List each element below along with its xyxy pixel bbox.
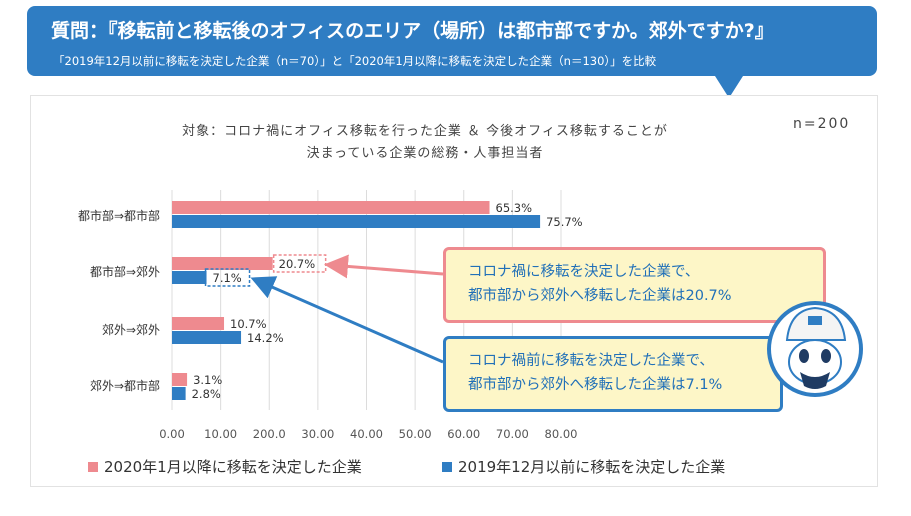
legend-swatch bbox=[442, 461, 452, 472]
data-label: 14.2% bbox=[247, 331, 284, 345]
callout-line: コロナ禍前に移転を決定した企業で、 bbox=[468, 353, 714, 369]
bar bbox=[172, 215, 541, 228]
callout-line: コロナ禍に移転を決定した企業で、 bbox=[468, 264, 700, 280]
legend-label: 2019年12月以前に移転を決定した企業 bbox=[458, 458, 726, 476]
data-label: 3.1% bbox=[193, 373, 222, 387]
category-label: 郊外⇒都市部 bbox=[89, 379, 160, 393]
callout-line: 都市部から郊外へ移転した企業は7.1% bbox=[468, 377, 723, 393]
highlight-box bbox=[204, 268, 251, 287]
data-label: 10.7% bbox=[230, 317, 267, 331]
x-tick-label: 80.00 bbox=[545, 427, 578, 441]
question-subtitle: 「2019年12月以前に移転を決定した企業（n＝70）」と「2020年1月以降に… bbox=[53, 54, 657, 68]
callout-line: 都市部から郊外へ移転した企業は20.7% bbox=[468, 288, 732, 304]
category-label: 都市部⇒都市部 bbox=[77, 209, 160, 223]
x-tick-label: 200.0 bbox=[253, 427, 286, 441]
question-title: 質問：『移転前と移転後のオフィスのエリア（場所）は都市部ですか。郊外ですか?』 bbox=[51, 20, 774, 42]
category-label: 都市部⇒郊外 bbox=[89, 265, 160, 279]
arrow-pink bbox=[324, 254, 444, 279]
bar bbox=[172, 387, 186, 400]
question-banner: 質問：『移転前と移転後のオフィスのエリア（場所）は都市部ですか。郊外ですか?』 … bbox=[27, 6, 877, 76]
x-tick-label: 70.00 bbox=[496, 427, 529, 441]
bar bbox=[172, 331, 242, 344]
legend-swatch bbox=[88, 461, 98, 472]
mascot-icon bbox=[767, 301, 863, 397]
x-tick-label: 30.00 bbox=[301, 427, 334, 441]
sample-size-label: n=200 bbox=[793, 116, 851, 132]
data-label: 65.3% bbox=[496, 201, 533, 215]
data-label: 75.7% bbox=[546, 215, 583, 229]
bar bbox=[172, 373, 188, 386]
x-tick-label: 60.00 bbox=[447, 427, 480, 441]
chart-title-line-2: 決まっている企業の総務・人事担当者 bbox=[306, 146, 544, 161]
bar bbox=[172, 317, 225, 330]
data-label: 2.8% bbox=[192, 387, 221, 401]
chart-title-line-1: 対象：コロナ禍にオフィス移転を行った企業 ＆ 今後オフィス移転することが bbox=[182, 124, 668, 139]
data-label: 20.7% bbox=[279, 257, 316, 271]
bar bbox=[172, 271, 207, 284]
x-tick-label: 50.00 bbox=[399, 427, 432, 441]
chart-title: 対象：コロナ禍にオフィス移転を行った企業 ＆ 今後オフィス移転することが 決まっ… bbox=[120, 121, 730, 165]
legend-item-2019: 2019年12月以前に移転を決定した企業 bbox=[442, 456, 725, 477]
bar bbox=[172, 201, 490, 214]
x-tick-label: 0.00 bbox=[159, 427, 185, 441]
legend-item-2020: 2020年1月以降に移転を決定した企業 bbox=[88, 456, 362, 477]
x-tick-label: 40.00 bbox=[350, 427, 383, 441]
callout-2020: コロナ禍に移転を決定した企業で、 都市部から郊外へ移転した企業は20.7% bbox=[443, 247, 826, 323]
callout-2019: コロナ禍前に移転を決定した企業で、 都市部から郊外へ移転した企業は7.1% bbox=[443, 336, 783, 412]
bar bbox=[172, 257, 273, 270]
legend-label: 2020年1月以降に移転を決定した企業 bbox=[104, 458, 362, 476]
banner-tail bbox=[715, 76, 743, 98]
data-label: 7.1% bbox=[213, 271, 242, 285]
category-label: 郊外⇒郊外 bbox=[101, 323, 160, 337]
arrow-blue bbox=[250, 276, 444, 364]
x-tick-label: 10.00 bbox=[204, 427, 237, 441]
